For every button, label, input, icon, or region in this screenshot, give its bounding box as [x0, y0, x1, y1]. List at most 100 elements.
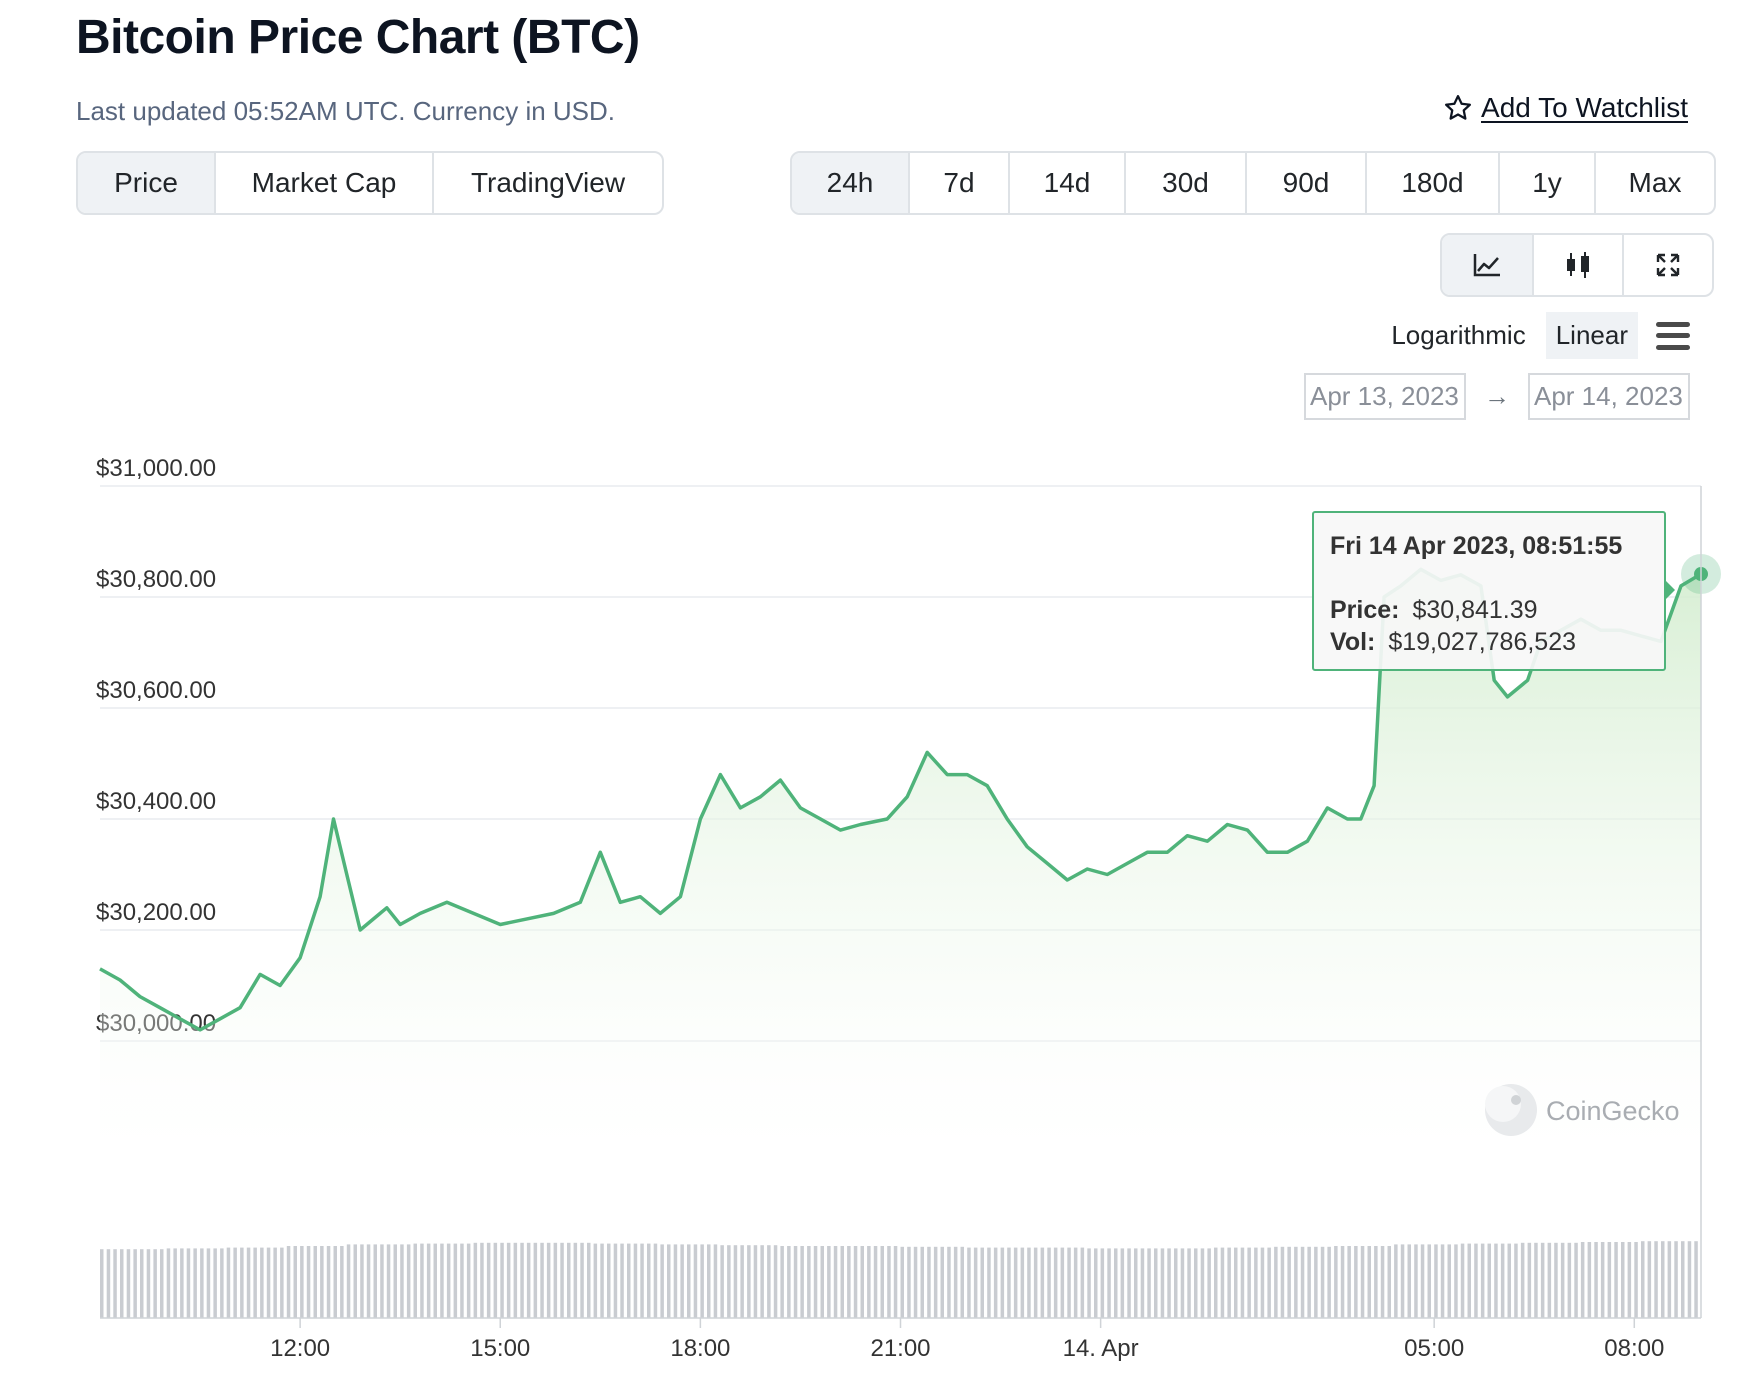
- volume-bar: [1694, 1241, 1698, 1318]
- volume-bar: [787, 1246, 791, 1318]
- volume-bar: [306, 1246, 311, 1318]
- volume-bar: [960, 1246, 964, 1318]
- hamburger-menu-icon[interactable]: [1656, 321, 1690, 350]
- volume-bar: [220, 1248, 224, 1318]
- volume-bar: [640, 1243, 644, 1318]
- volume-bar: [973, 1247, 978, 1318]
- volume-bar: [1314, 1246, 1318, 1318]
- volume-bar: [660, 1244, 664, 1318]
- volume-bar: [193, 1248, 197, 1318]
- volume-bar: [1334, 1246, 1338, 1318]
- date-from-input[interactable]: Apr 13, 2023: [1304, 373, 1466, 420]
- volume-bar: [940, 1246, 944, 1318]
- volume-bar: [1267, 1247, 1271, 1318]
- candlestick-button[interactable]: [1534, 235, 1624, 295]
- volume-bar: [146, 1249, 151, 1318]
- volume-bar: [340, 1246, 344, 1318]
- volume-bar: [747, 1245, 751, 1318]
- volume-bar: [813, 1246, 818, 1318]
- volume-bar: [1661, 1241, 1665, 1318]
- volume-bar: [1467, 1243, 1471, 1318]
- range-1y[interactable]: 1y: [1500, 153, 1596, 213]
- volume-bar: [533, 1242, 538, 1318]
- volume-bar: [473, 1242, 478, 1318]
- volume-bar: [200, 1248, 204, 1318]
- volume-bar: [1234, 1247, 1238, 1318]
- volume-bar: [426, 1243, 431, 1318]
- date-range: Apr 13, 2023 → Apr 14, 2023: [1304, 373, 1690, 420]
- x-tick-label: 21:00: [870, 1335, 930, 1362]
- volume-bar: [860, 1246, 864, 1318]
- volume-bar: [1340, 1246, 1345, 1318]
- volume-bar: [820, 1246, 824, 1318]
- volume-bar: [1307, 1246, 1311, 1318]
- volume-bar: [380, 1244, 384, 1318]
- range-max[interactable]: Max: [1628, 167, 1682, 198]
- volume-bar: [133, 1249, 137, 1318]
- volume-bar: [927, 1246, 931, 1318]
- volume-bar: [827, 1246, 831, 1318]
- volume-bar: [226, 1247, 231, 1318]
- volume-bar: [653, 1243, 658, 1318]
- volume-bar: [1247, 1247, 1251, 1318]
- add-to-watchlist-link[interactable]: Add To Watchlist: [1443, 92, 1688, 124]
- volume-bar: [253, 1247, 257, 1318]
- volume-bar: [1687, 1241, 1692, 1318]
- volume-bar: [420, 1243, 424, 1318]
- volume-bar: [1227, 1247, 1231, 1318]
- volume-bar: [1600, 1242, 1605, 1318]
- volume-bar: [1147, 1248, 1151, 1318]
- volume-bar: [887, 1246, 891, 1318]
- range-180d[interactable]: 180d: [1367, 153, 1500, 213]
- volume-bar: [240, 1247, 244, 1318]
- volume-bar: [867, 1246, 871, 1318]
- volume-bar: [1127, 1248, 1131, 1318]
- range-90d[interactable]: 90d: [1247, 153, 1367, 213]
- volume-bar: [413, 1243, 417, 1318]
- volume-bar: [607, 1243, 611, 1318]
- volume-bar: [1053, 1247, 1058, 1318]
- volume-bar: [1120, 1248, 1125, 1318]
- volume-bar: [1347, 1246, 1351, 1318]
- volume-bar: [1674, 1241, 1678, 1318]
- volume-bar: [727, 1245, 731, 1318]
- line-chart-button[interactable]: [1442, 235, 1534, 295]
- fullscreen-button[interactable]: [1624, 235, 1712, 295]
- scale-linear[interactable]: Linear: [1545, 312, 1638, 359]
- volume-bar: [1207, 1248, 1211, 1318]
- volume-bar: [366, 1244, 371, 1318]
- volume-bar: [1187, 1248, 1191, 1318]
- volume-bar: [1240, 1247, 1245, 1318]
- volume-bar: [300, 1246, 304, 1318]
- volume-bar: [587, 1242, 591, 1318]
- tab-tradingview[interactable]: TradingView: [470, 167, 626, 198]
- scale-logarithmic[interactable]: Logarithmic: [1391, 320, 1526, 350]
- volume-bar: [1507, 1243, 1511, 1318]
- volume-bar: [1400, 1244, 1405, 1318]
- volume-bar: [1641, 1241, 1645, 1318]
- volume-bar: [1681, 1241, 1685, 1318]
- volume-bar: [993, 1247, 998, 1318]
- volume-bar: [273, 1247, 277, 1318]
- date-to-input[interactable]: Apr 14, 2023: [1528, 373, 1690, 420]
- y-tick-label: $30,400.00: [96, 788, 216, 815]
- volume-bar: [933, 1246, 938, 1318]
- tooltip-vol-value: $19,027,786,523: [1388, 628, 1576, 656]
- volume-bar: [1607, 1242, 1612, 1318]
- range-7d[interactable]: 7d: [910, 153, 1010, 213]
- volume-bar: [1007, 1247, 1011, 1318]
- volume-bar: [553, 1242, 558, 1318]
- range-14d[interactable]: 14d: [1010, 153, 1126, 213]
- volume-bar: [540, 1242, 544, 1318]
- volume-bar: [600, 1243, 604, 1318]
- volume-bar: [1540, 1242, 1545, 1318]
- range-24h[interactable]: 24h: [792, 153, 910, 213]
- volume-bar: [1060, 1247, 1065, 1318]
- tab-market-cap[interactable]: Market Cap: [216, 153, 434, 213]
- time-range-tabs: 24h 7d 14d 30d 90d 180d 1y Max: [790, 151, 1716, 215]
- tab-price[interactable]: Price: [78, 153, 216, 213]
- range-30d[interactable]: 30d: [1126, 153, 1247, 213]
- volume-bar: [1500, 1243, 1505, 1318]
- volume-bar: [140, 1249, 144, 1318]
